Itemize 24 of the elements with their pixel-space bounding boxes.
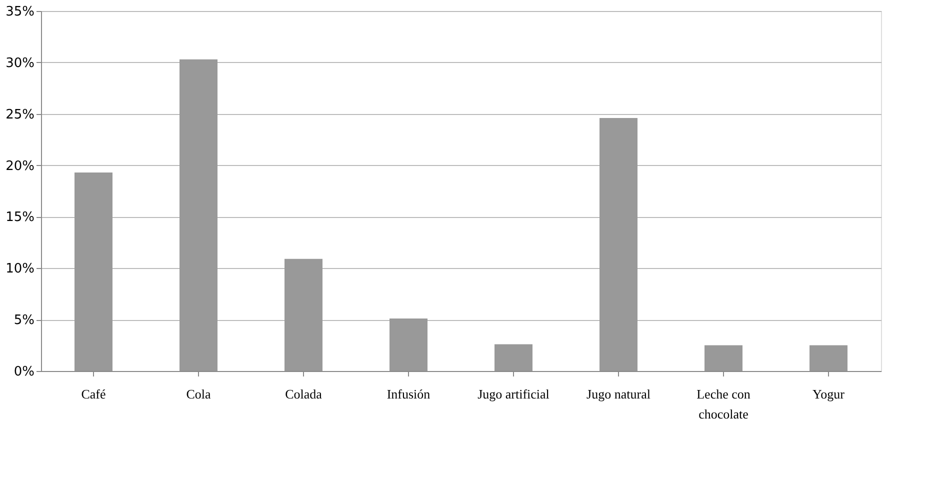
- bar: [390, 318, 428, 371]
- y-tick-label: 25%: [6, 107, 34, 122]
- y-tick-label: 20%: [6, 158, 34, 174]
- x-tick-label: Jugo artificial: [478, 386, 550, 402]
- x-tick-label: Jugo natural: [586, 386, 651, 402]
- x-tick-label: Cola: [186, 386, 211, 402]
- y-tick-label: 5%: [14, 313, 34, 328]
- x-tick-label: Colada: [285, 386, 322, 402]
- bar: [810, 345, 848, 371]
- bar: [284, 258, 322, 371]
- bar: [494, 344, 532, 371]
- bar: [74, 172, 112, 371]
- x-tick-label: Café: [81, 386, 106, 402]
- x-tick-label: Infusión: [386, 386, 431, 402]
- y-tick-label: 35%: [6, 4, 34, 20]
- y-tick-label: 0%: [14, 364, 34, 380]
- y-tick-label: 10%: [6, 262, 34, 277]
- x-tick-label: Yogur: [812, 386, 846, 402]
- bar: [600, 118, 638, 371]
- y-tick-label: 30%: [6, 56, 34, 71]
- bar: [180, 59, 218, 371]
- y-tick-label: 15%: [6, 210, 34, 226]
- x-tick-label: Leche con chocolate: [696, 386, 751, 422]
- bar: [704, 345, 742, 371]
